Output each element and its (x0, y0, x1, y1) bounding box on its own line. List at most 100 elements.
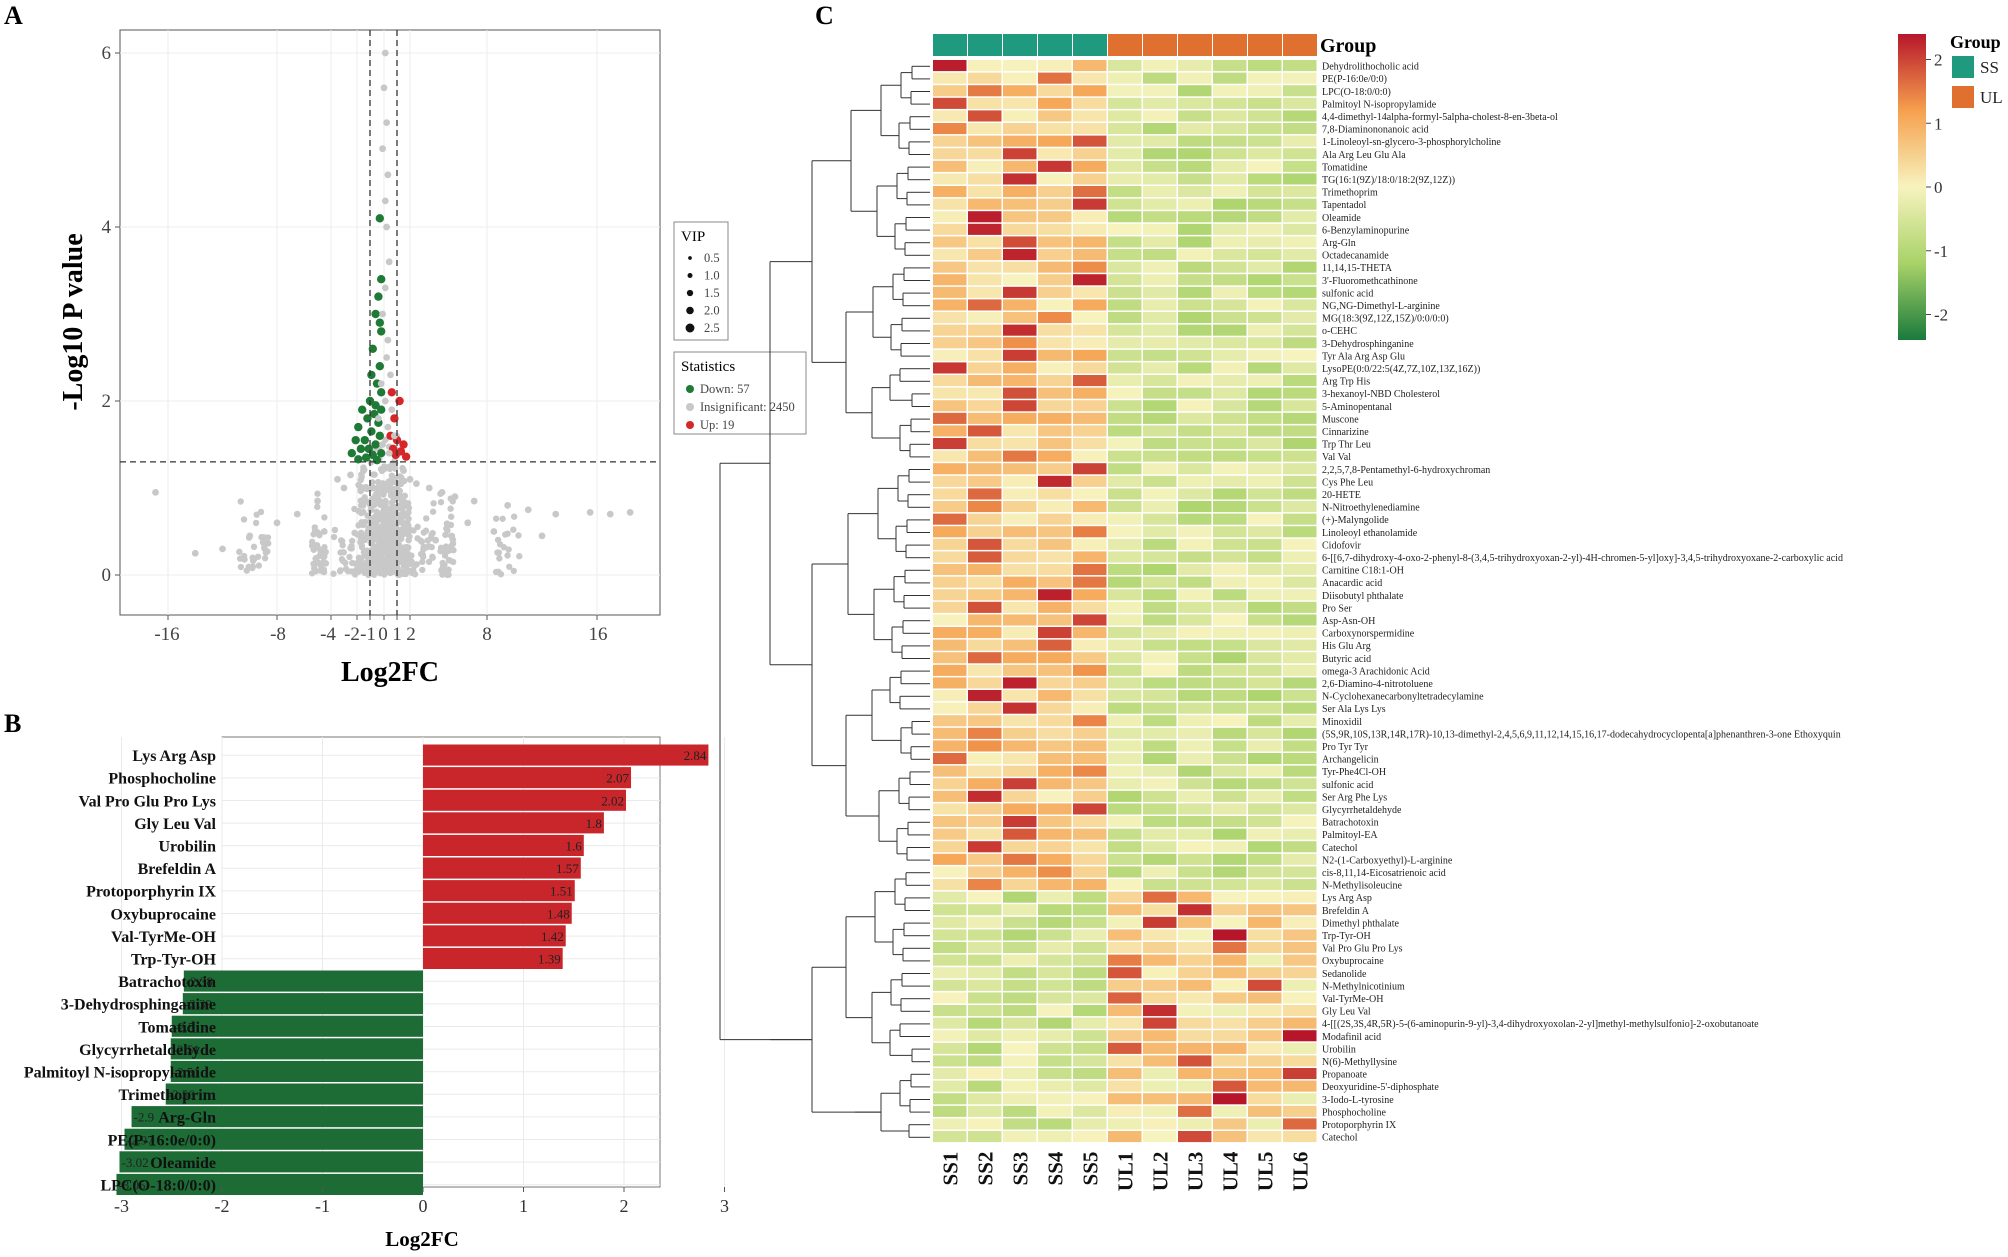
heatmap-column-label: UL5 (1254, 1152, 1278, 1192)
heatmap-cell (1003, 85, 1037, 97)
heatmap-cell (968, 853, 1002, 865)
statistics-legend-label: Up: 19 (700, 418, 734, 432)
heatmap-cell (1003, 362, 1037, 374)
down-point (361, 453, 371, 462)
heatmap-cell (1038, 576, 1072, 588)
heatmap-cell (1038, 85, 1072, 97)
heatmap-cell (968, 387, 1002, 399)
heatmap-cell (1073, 438, 1107, 450)
heatmap-cell (1283, 249, 1317, 261)
heatmap-row-label: Gly Leu Val (1322, 1007, 1371, 1018)
insignificant-point (425, 484, 433, 492)
volcano-x-tick-label: -1 (360, 624, 376, 645)
heatmap-cell (1248, 425, 1282, 437)
down-point (371, 440, 380, 449)
insignificant-point (319, 553, 327, 560)
insignificant-point (380, 84, 388, 92)
heatmap-cell (968, 664, 1002, 676)
colorbar-tick-label: -2 (1934, 306, 1948, 325)
group-bar-cell (1108, 34, 1142, 56)
volcano-y-axis-title: -Log10 P value (58, 233, 89, 410)
heatmap-cell (933, 954, 967, 966)
heatmap-cell (968, 727, 1002, 739)
heatmap-cell (1038, 274, 1072, 286)
heatmap-cell (968, 97, 1002, 109)
heatmap-cell (1283, 123, 1317, 135)
heatmap-cell (1248, 879, 1282, 891)
heatmap-cell (1248, 463, 1282, 475)
heatmap-cell (968, 135, 1002, 147)
heatmap-cell (1003, 564, 1037, 576)
heatmap-cell (1143, 790, 1177, 802)
heatmap-cell (1108, 123, 1142, 135)
volcano-x-tick-label: 1 (392, 624, 402, 645)
heatmap-cell (1143, 740, 1177, 752)
heatmap-cell (933, 727, 967, 739)
insignificant-point (438, 567, 445, 574)
heatmap-cell (1248, 85, 1282, 97)
vip-legend-dot (687, 273, 693, 278)
insignificant-point (246, 532, 254, 540)
insignificant-point (337, 549, 344, 556)
heatmap-row-label: Minoxidil (1322, 717, 1362, 728)
insignificant-point (515, 532, 522, 539)
heatmap-row-label: 1-Linoleoyl-sn-glycero-3-phosphorylcholi… (1322, 137, 1501, 148)
heatmap-cell (1143, 1068, 1177, 1080)
heatmap-cell (1108, 879, 1142, 891)
insignificant-point (494, 536, 502, 544)
vip-legend-label: 2.5 (704, 321, 720, 335)
down-point (375, 431, 384, 440)
heatmap-cell (1038, 337, 1072, 349)
heatmap-row-label: 3-hexanoyl-NBD Cholesterol (1322, 389, 1440, 400)
heatmap-cell (1073, 286, 1107, 298)
heatmap-column-label: UL3 (1184, 1152, 1208, 1192)
panel-label-b: B (4, 709, 21, 738)
insignificant-point (264, 534, 272, 541)
heatmap-cell (1248, 727, 1282, 739)
insignificant-point (396, 490, 403, 498)
heatmap-cell (1143, 564, 1177, 576)
up-point (399, 440, 408, 449)
heatmap-cell (1178, 60, 1212, 72)
heatmap-cell (968, 740, 1002, 752)
bar-value-label: -2.51 (173, 1042, 200, 1057)
heatmap-cell (933, 223, 967, 235)
bar-category-label: 3-Dehydrosphinganine (61, 997, 216, 1014)
heatmap-cell (1108, 362, 1142, 374)
heatmap-cell (1248, 249, 1282, 261)
heatmap-cell (1248, 475, 1282, 487)
heatmap-cell (968, 954, 1002, 966)
heatmap-row-label: Palmitoyl-EA (1322, 830, 1378, 841)
heatmap-cell (1178, 866, 1212, 878)
insignificant-point (308, 538, 316, 546)
bar (423, 812, 604, 834)
heatmap-cell (1283, 954, 1317, 966)
heatmap-cell (1073, 173, 1107, 185)
heatmap-cell (1248, 223, 1282, 235)
heatmap-cell (933, 992, 967, 1004)
heatmap-cell (1178, 198, 1212, 210)
heatmap-cell (1283, 601, 1317, 613)
heatmap-cell (1003, 1105, 1037, 1117)
heatmap-cell (933, 400, 967, 412)
heatmap-cell (1038, 816, 1072, 828)
heatmap-cell (1038, 715, 1072, 727)
heatmap-cell (1213, 513, 1247, 525)
vip-legend-label: 0.5 (704, 251, 720, 265)
group-bar-title: Group (1320, 35, 1376, 57)
heatmap-cell (933, 312, 967, 324)
bar-x-tick-label: 0 (419, 1196, 428, 1216)
bar (119, 1151, 424, 1173)
heatmap-cell (1283, 853, 1317, 865)
insignificant-point (337, 537, 345, 544)
heatmap-column-label: UL6 (1289, 1152, 1313, 1192)
heatmap-cell (1213, 929, 1247, 941)
heatmap-row-label: Tomatidine (1322, 162, 1368, 173)
bar-category-label: PE(P-16:0e/0:0) (108, 1132, 216, 1149)
heatmap-column-label: SS1 (939, 1152, 963, 1186)
insignificant-point (312, 555, 319, 562)
heatmap-cell (1108, 349, 1142, 361)
heatmap-cell (968, 1005, 1002, 1017)
heatmap-cell (1178, 148, 1212, 160)
heatmap-cell (1283, 1005, 1317, 1017)
